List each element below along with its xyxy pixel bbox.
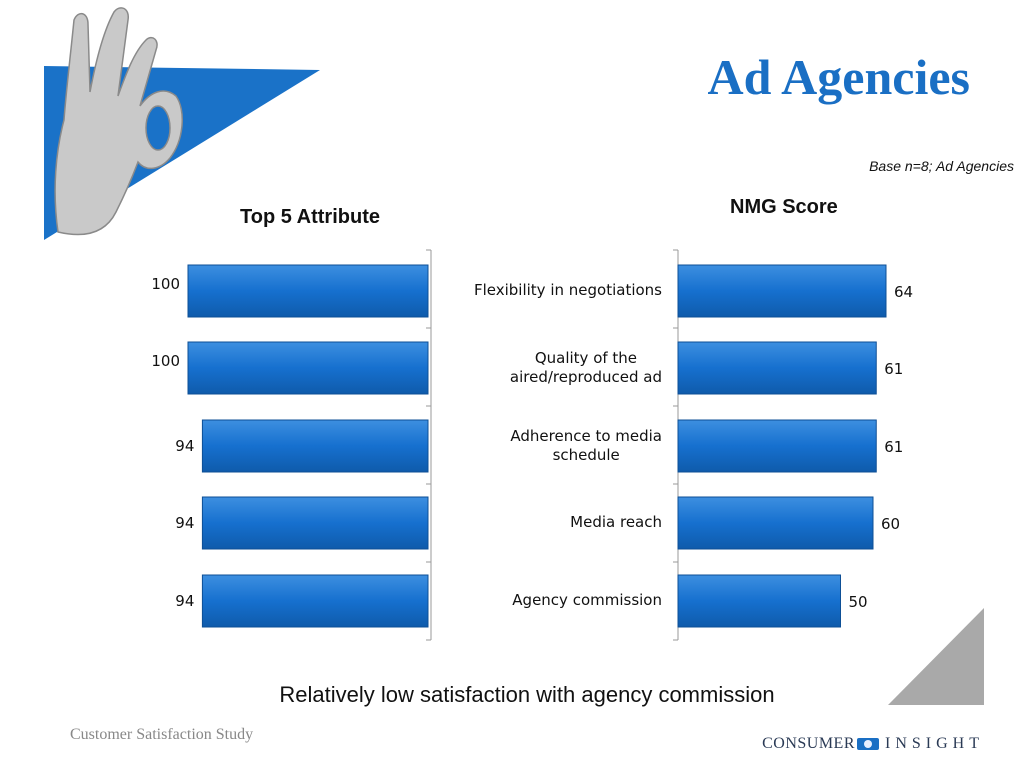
left-bar-3 — [201, 496, 429, 550]
right-bar-value-0: 64 — [894, 283, 913, 301]
category-label-line: Quality of the — [534, 348, 638, 367]
conclusion-text: Relatively low satisfaction with agency … — [279, 682, 775, 707]
right-chart-title: NMG Score — [730, 196, 838, 218]
category-label-text: Media reach — [570, 513, 662, 533]
category-label-line: Media reach — [570, 513, 662, 532]
right-bar-1 — [677, 341, 877, 395]
right-bar-value-1: 61 — [884, 360, 903, 378]
right-bar-2 — [677, 419, 877, 473]
category-label-3: Media reach — [440, 493, 662, 553]
page-title: Ad Agencies — [707, 49, 971, 105]
category-label-text: Agency commission — [512, 591, 662, 611]
grey-corner-triangle — [888, 608, 984, 705]
category-label-line: Adherence to media — [510, 426, 662, 445]
left-bar-value-1: 100 — [151, 352, 180, 370]
left-bar-value-3: 94 — [175, 514, 194, 532]
right-bar-value-3: 60 — [881, 515, 900, 533]
eye-icon — [857, 738, 879, 750]
category-label-text: Quality of the aired/reproduced ad — [510, 349, 662, 388]
base-note: Base n=8; Ad Agencies — [869, 158, 1014, 174]
left-bar-1 — [187, 341, 429, 395]
category-label-2: Adherence to media schedule — [440, 416, 662, 476]
left-bar-value-2: 94 — [175, 437, 194, 455]
right-bar-value-2: 61 — [884, 438, 903, 456]
right-bar-4 — [677, 574, 841, 628]
category-label-line: schedule — [552, 446, 620, 464]
left-bar-2 — [201, 419, 429, 473]
left-chart-title: Top 5 Attribute — [240, 206, 380, 228]
footer-study-name: Customer Satisfaction Study — [70, 726, 254, 743]
right-bar-value-4: 50 — [849, 593, 868, 611]
logo-word-insight: INSIGHT — [885, 735, 984, 752]
category-label-text: Flexibility in negotiations — [474, 281, 662, 301]
category-label-line: Flexibility in negotiations — [473, 281, 662, 300]
ok-hand-icon — [54, 7, 183, 236]
category-label-line: aired/reproduced ad — [509, 368, 662, 386]
logo-word-consumer: CONSUMER — [762, 735, 855, 752]
category-label-line: Agency commission — [512, 591, 662, 610]
category-label-1: Quality of the aired/reproduced ad — [440, 338, 662, 398]
right-bar-0 — [677, 264, 887, 318]
category-label-text: Adherence to media schedule — [510, 427, 662, 466]
right-bar-3 — [677, 496, 874, 550]
left-bar-0 — [187, 264, 429, 318]
consumer-insight-logo: CONSUMER INSIGHT — [762, 735, 984, 753]
category-label-4: Agency commission — [440, 571, 662, 631]
category-label-0: Flexibility in negotiations — [440, 261, 662, 321]
left-bar-4 — [201, 574, 429, 628]
left-bar-value-0: 100 — [151, 275, 180, 293]
left-bar-value-4: 94 — [175, 592, 194, 610]
